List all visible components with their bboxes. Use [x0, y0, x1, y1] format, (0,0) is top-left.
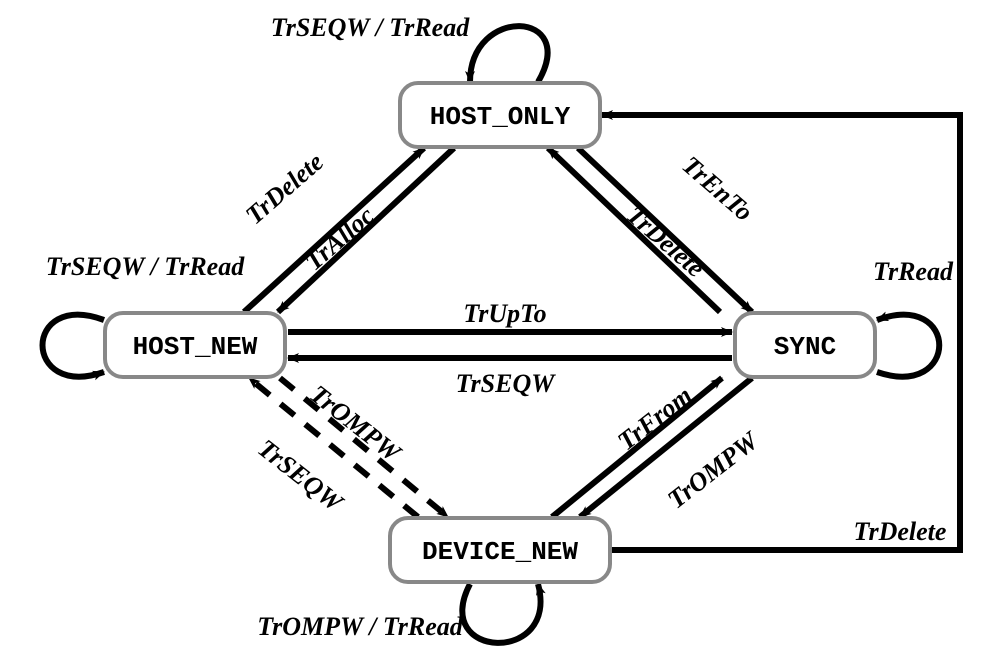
edge-label-trompw-sw: TrOMPW — [305, 379, 408, 468]
edge-label-trento: TrEnTo — [677, 150, 759, 227]
edge-label-device-host-only: TrDelete — [854, 517, 947, 546]
svg-text:SYNC: SYNC — [774, 332, 836, 362]
selfloop-sync — [877, 315, 939, 377]
edge-label-tralloc: TrAlloc — [299, 201, 380, 277]
state-host-new: HOST_NEW — [105, 313, 285, 377]
selfloop-host-only — [470, 26, 548, 82]
state-host-only: HOST_ONLY — [400, 83, 600, 147]
selfloop-label-sync: TrRead — [873, 257, 954, 286]
svg-text:HOST_ONLY: HOST_ONLY — [430, 102, 571, 132]
edge-label-trseqw-mid: TrSEQW — [456, 369, 557, 398]
edge-label-trdelete-ne: TrDelete — [621, 200, 710, 283]
state-diagram: TrDelete TrDelete TrAlloc TrEnTo TrDelet… — [0, 0, 1000, 667]
selfloop-label-device-new: TrOMPW / TrRead — [257, 612, 464, 641]
selfloop-label-host-only: TrSEQW / TrRead — [271, 13, 470, 42]
edge-label-trfrom: TrFrom — [612, 380, 697, 456]
selfloop-host-new — [43, 315, 105, 377]
edge-label-trdelete-nw: TrDelete — [240, 147, 329, 230]
state-device-new: DEVICE_NEW — [390, 518, 610, 582]
state-sync: SYNC — [735, 313, 875, 377]
selfloop-device-new — [462, 584, 540, 643]
edge-label-trupto: TrUpTo — [463, 299, 546, 328]
svg-text:DEVICE_NEW: DEVICE_NEW — [422, 537, 578, 567]
selfloop-label-host-new: TrSEQW / TrRead — [46, 252, 245, 281]
svg-text:HOST_NEW: HOST_NEW — [133, 332, 258, 362]
